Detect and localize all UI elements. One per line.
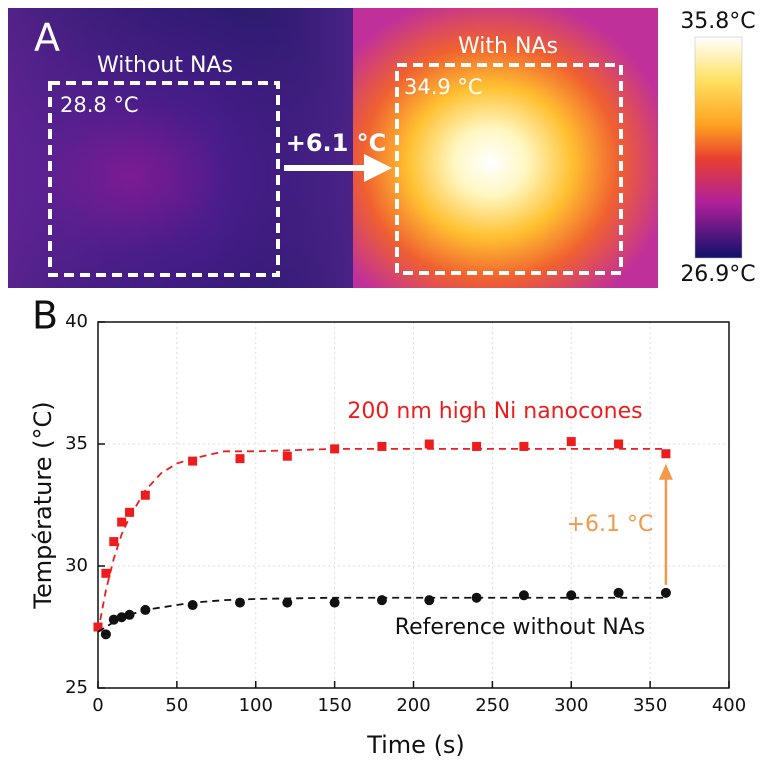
- data-point: [140, 604, 151, 615]
- y-tick-label: 35: [65, 433, 88, 454]
- panel-label: B: [32, 294, 58, 338]
- x-tick-label: 350: [633, 695, 667, 716]
- panel-a: A Without NAs 28.8 °C With NAs 34.9 °C +…: [8, 8, 756, 288]
- data-point: [282, 597, 293, 608]
- right-title: With NAs: [458, 34, 558, 59]
- x-tick-label: 100: [239, 695, 273, 716]
- data-point: [566, 590, 577, 601]
- thermal-image-right: [353, 8, 658, 288]
- series-label: Reference without NAs: [395, 615, 645, 640]
- data-point: [518, 590, 529, 601]
- x-tick-label: 200: [396, 695, 430, 716]
- x-tick-label: 250: [475, 695, 509, 716]
- data-point: [472, 441, 482, 451]
- x-tick-label: 0: [92, 695, 103, 716]
- data-point: [614, 439, 624, 449]
- panel-b: B Time (s) Température (°C) 0 50 100 150 200…: [29, 294, 746, 760]
- y-tick-label: 40: [65, 311, 88, 332]
- data-point: [188, 456, 198, 466]
- x-tick-label: 400: [712, 695, 746, 716]
- colorbar: [694, 36, 743, 259]
- data-point: [660, 587, 671, 598]
- annotation-arrowhead: [658, 463, 673, 480]
- data-point: [471, 592, 482, 603]
- data-point: [376, 595, 387, 606]
- thermal-image-left-shade: [8, 8, 353, 288]
- data-point: [519, 441, 529, 451]
- colorbar-max: 35.8°C: [680, 9, 755, 34]
- data-point: [424, 439, 434, 449]
- data-point: [100, 629, 111, 640]
- data-point: [377, 441, 387, 451]
- data-point: [424, 595, 435, 606]
- roi-box-right: [395, 63, 623, 275]
- fit-curve: [97, 447, 666, 633]
- data-point: [235, 454, 245, 464]
- data-point: [187, 600, 198, 611]
- annotation: +6.1 °C: [567, 512, 654, 537]
- y-tick-label: 30: [65, 555, 88, 576]
- plot-frame: [97, 321, 730, 689]
- x-tick-label: 50: [165, 695, 188, 716]
- fit-curve: [97, 596, 666, 633]
- left-title: Without NAs: [97, 53, 233, 78]
- data-point: [234, 597, 245, 608]
- x-tick-label: 150: [317, 695, 351, 716]
- roi-box-left: [48, 81, 280, 277]
- series-label: 200 nm high Ni nanocones: [347, 399, 642, 424]
- left-temp: 28.8 °C: [60, 93, 139, 117]
- data-point: [109, 537, 119, 547]
- colorbar-min: 26.9°C: [680, 262, 755, 287]
- y-tick-label: 25: [65, 677, 88, 698]
- y-axis-label: Température (°C): [29, 401, 57, 609]
- arrow-head: [364, 154, 392, 182]
- data-point: [101, 568, 111, 578]
- data-point: [330, 444, 340, 454]
- data-point: [117, 517, 127, 527]
- right-temp: 34.9 °C: [404, 75, 483, 99]
- data-point: [140, 490, 150, 500]
- data-point: [613, 587, 624, 598]
- panel-label: A: [34, 16, 60, 60]
- data-point: [93, 622, 103, 632]
- data-point: [116, 612, 127, 623]
- data-point: [329, 597, 340, 608]
- x-tick-label: 300: [554, 695, 588, 716]
- data-point: [124, 609, 135, 620]
- data-point: [661, 449, 671, 459]
- x-axis-label: Time (s): [366, 731, 465, 759]
- data-point: [125, 507, 135, 517]
- data-point: [566, 437, 576, 447]
- data-point: [282, 451, 292, 461]
- data-point: [108, 614, 119, 625]
- arrow-label: +6.1 °C: [286, 129, 387, 157]
